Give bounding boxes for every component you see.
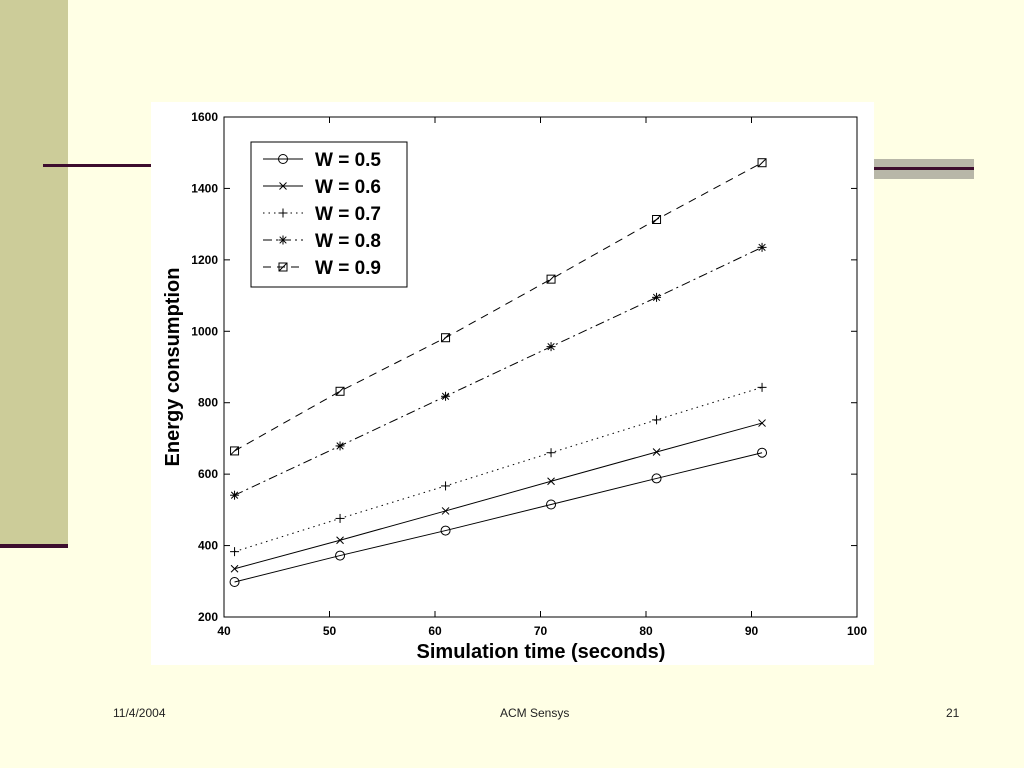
legend-entry: W = 0.5 xyxy=(263,150,381,171)
data-point-star xyxy=(546,342,556,352)
data-point-circle xyxy=(757,447,768,458)
legend-marker-square xyxy=(278,262,288,272)
legend: W = 0.5 W = 0.6 W = 0.7 W = 0.8 W = 0.9 xyxy=(250,141,408,288)
legend-entry: W = 0.8 xyxy=(263,231,381,252)
y-tick-label: 1600 xyxy=(191,110,218,124)
slide-side-bar xyxy=(0,0,68,545)
series-3 xyxy=(230,382,767,557)
x-tick-label: 80 xyxy=(639,624,653,638)
series-4 xyxy=(230,242,767,500)
legend-entry: W = 0.6 xyxy=(263,177,381,198)
y-axis-label: Energy consumption xyxy=(162,268,184,467)
y-tick-label: 1200 xyxy=(191,253,218,267)
data-point-square xyxy=(652,215,662,224)
series-layer xyxy=(229,158,768,587)
series-line xyxy=(234,386,763,553)
data-point-plus xyxy=(441,481,451,491)
data-point-square xyxy=(441,333,451,343)
data-point-square xyxy=(230,446,240,456)
footer-date: 11/4/2004 xyxy=(113,706,166,720)
data-point-plus xyxy=(757,382,767,392)
x-tick-label: 70 xyxy=(534,624,548,638)
data-point-square xyxy=(546,274,556,284)
data-point-plus xyxy=(230,547,240,557)
series-line xyxy=(234,452,763,583)
energy-chart: 40 50 60 70 80 90 100 200 400 600 800 1000 1200 1400 1… xyxy=(162,110,867,663)
data-point-star xyxy=(652,292,662,302)
data-point-x xyxy=(652,448,661,456)
legend-box xyxy=(250,141,408,288)
series-line xyxy=(234,162,763,452)
data-point-circle xyxy=(651,473,662,484)
x-tick-label: 40 xyxy=(217,624,231,638)
data-point-square xyxy=(757,158,767,168)
axes-layer: 40 50 60 70 80 90 100 200 400 600 800 1000 1200 1400 1… xyxy=(191,110,867,638)
y-tick-label: 800 xyxy=(198,396,218,410)
series-1 xyxy=(229,447,768,587)
x-tick-label: 90 xyxy=(745,624,759,638)
page-number: 21 xyxy=(946,706,960,720)
data-point-circle xyxy=(546,499,557,510)
series-line xyxy=(234,246,763,496)
slide-accent-line-bottom xyxy=(0,544,68,548)
data-point-star xyxy=(230,490,240,500)
series-line xyxy=(234,422,763,570)
y-tick-label: 1000 xyxy=(191,324,218,338)
slide-right-accent-line xyxy=(874,167,974,170)
data-point-x xyxy=(230,564,239,573)
slide-accent-line-top xyxy=(43,164,151,167)
series-2 xyxy=(230,419,766,573)
data-point-star xyxy=(757,242,767,252)
legend-marker-circle xyxy=(278,154,288,164)
y-tick-label: 400 xyxy=(198,539,218,553)
y-tick-label: 1400 xyxy=(191,181,218,195)
legend-label: W = 0.6 xyxy=(315,177,381,198)
legend-label: W = 0.8 xyxy=(315,231,381,252)
legend-marker-star xyxy=(278,235,288,245)
data-point-x xyxy=(336,536,344,545)
data-point-plus xyxy=(546,448,556,458)
x-axis-label: Simulation time (seconds) xyxy=(417,641,666,663)
data-point-circle xyxy=(440,525,451,536)
data-point-x xyxy=(758,419,766,427)
x-tick-label: 50 xyxy=(323,624,337,638)
legend-marker-plus xyxy=(278,208,288,218)
data-point-circle xyxy=(229,577,240,587)
data-point-plus xyxy=(652,415,662,425)
data-point-plus xyxy=(335,513,345,523)
data-point-star xyxy=(441,391,451,401)
data-point-x xyxy=(441,507,450,515)
legend-label: W = 0.9 xyxy=(315,258,381,279)
data-point-x xyxy=(547,477,555,486)
x-tick-label: 60 xyxy=(428,624,442,638)
data-point-star xyxy=(335,441,345,451)
data-point-circle xyxy=(335,550,346,561)
y-tick-label: 200 xyxy=(198,610,218,624)
chart-container: 40 50 60 70 80 90 100 200 400 600 800 1000 1200 1400 1… xyxy=(151,102,874,665)
y-tick-label: 600 xyxy=(198,467,218,481)
x-tick-label: 100 xyxy=(847,624,867,638)
legend-label: W = 0.5 xyxy=(315,150,381,171)
legend-marker-x xyxy=(279,182,287,190)
legend-entry: W = 0.7 xyxy=(263,204,381,225)
data-point-square xyxy=(335,386,345,396)
legend-entry: W = 0.9 xyxy=(263,258,381,279)
footer-title: ACM Sensys xyxy=(500,706,570,720)
legend-label: W = 0.7 xyxy=(315,204,381,225)
series-5 xyxy=(230,158,767,456)
